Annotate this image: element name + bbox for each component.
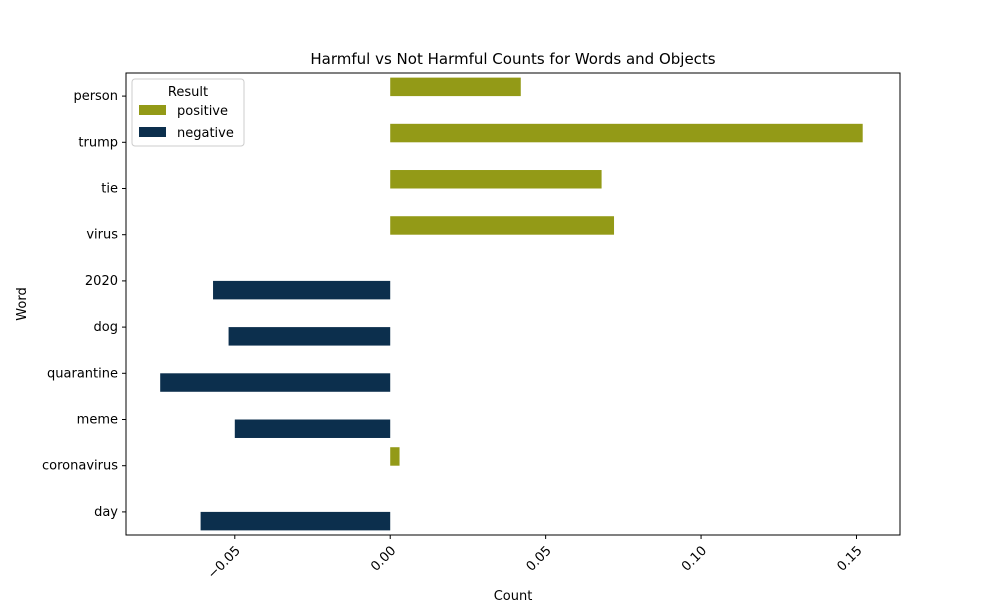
- legend-swatch-positive: [139, 105, 166, 115]
- legend-label-negative: negative: [177, 126, 234, 141]
- bar-positive-trump: [390, 123, 863, 143]
- legend: Result positive negative: [131, 78, 245, 147]
- bars-layer: [160, 77, 863, 531]
- legend-swatch-negative: [139, 127, 166, 137]
- y-tick-label: day: [94, 505, 118, 520]
- plot-frame: [125, 72, 901, 536]
- bar-positive-person: [390, 77, 521, 97]
- bar-negative-quarantine: [160, 373, 391, 392]
- y-tick-label: trump: [78, 135, 118, 150]
- y-tick-label: virus: [86, 228, 118, 243]
- x-axis-ticks: −0.05 0.00 0.05 0.10 0.15: [205, 535, 866, 582]
- x-axis-label: Count: [494, 589, 533, 600]
- x-tick-label: 0.15: [834, 543, 865, 574]
- bar-negative-meme: [234, 419, 391, 438]
- y-axis-ticks: person trump tie virus 2020 dog quarantine meme…: [42, 89, 126, 520]
- legend-label-positive: positive: [177, 104, 228, 119]
- bar-positive-tie: [390, 170, 602, 189]
- y-tick-label: 2020: [85, 274, 118, 289]
- bar-negative-dog: [228, 327, 391, 346]
- y-tick-label: quarantine: [47, 366, 118, 381]
- y-tick-label: dog: [94, 320, 118, 335]
- y-axis-label: Word: [15, 287, 30, 320]
- chart-title: Harmful vs Not Harmful Counts for Words …: [310, 50, 715, 68]
- x-tick-label: −0.05: [205, 543, 244, 582]
- bar-negative-day: [200, 511, 391, 531]
- x-tick-label: 0.00: [368, 543, 399, 574]
- bar-negative-2020: [213, 280, 391, 300]
- bar-positive-virus: [390, 216, 615, 235]
- y-tick-label: meme: [77, 413, 118, 428]
- x-tick-label: 0.05: [524, 543, 555, 574]
- x-tick-label: 0.10: [679, 543, 710, 574]
- bar-positive-coronavirus: [390, 447, 400, 466]
- legend-title: Result: [168, 85, 208, 100]
- y-tick-label: person: [73, 89, 118, 104]
- y-tick-label: tie: [101, 182, 118, 197]
- y-tick-label: coronavirus: [42, 459, 118, 474]
